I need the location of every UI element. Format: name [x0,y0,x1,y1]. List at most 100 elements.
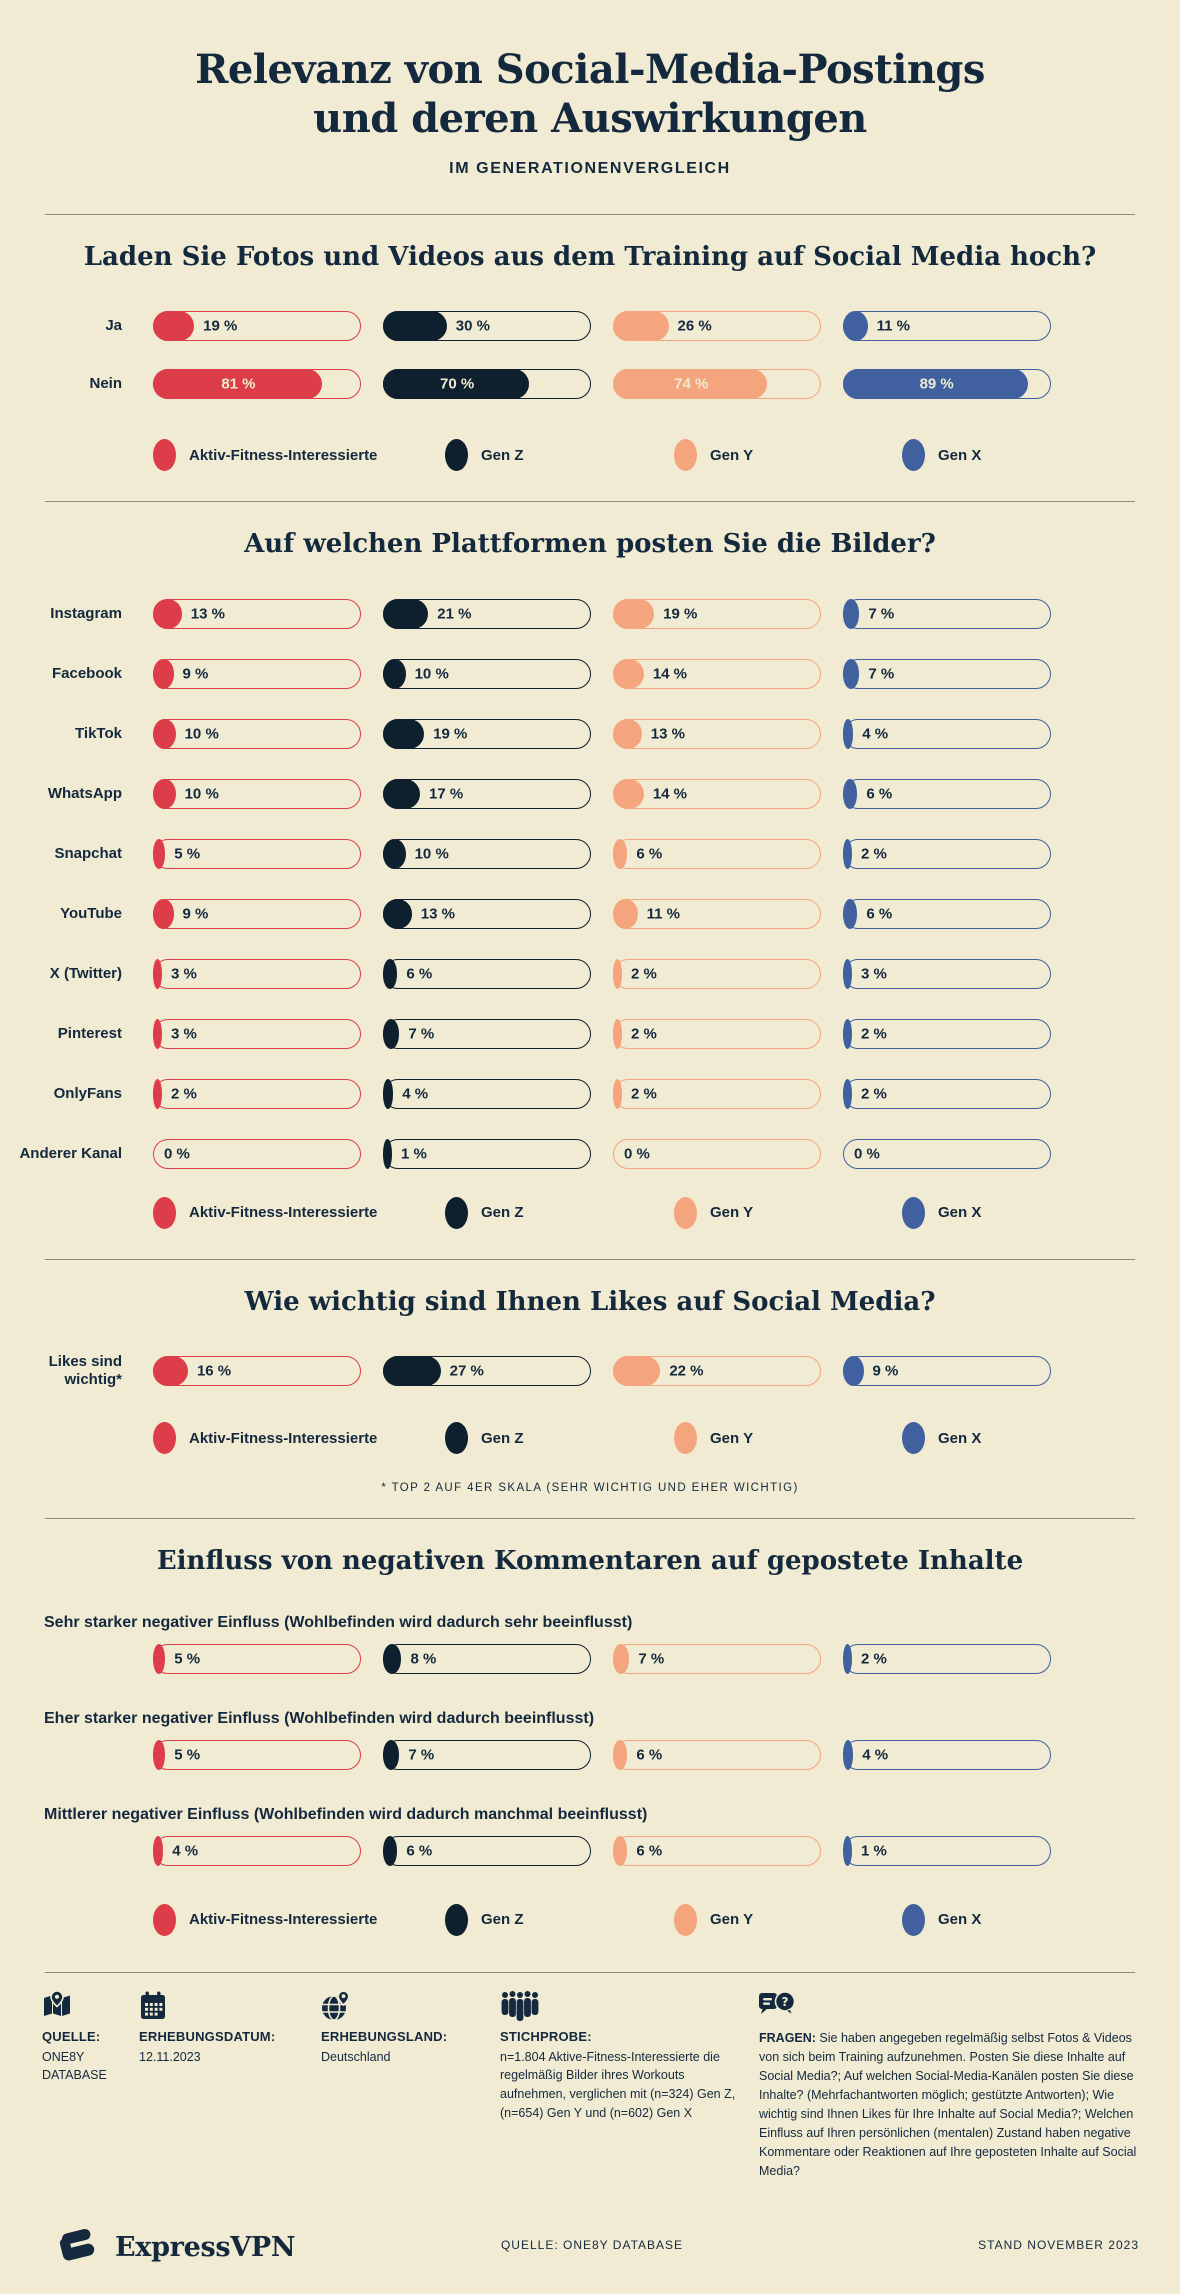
bar-fill [613,838,628,869]
bar-group: 5 % 10 % 6 % 2 % [153,838,1180,869]
bar-group: 9 % 10 % 14 % 7 % [153,658,1180,689]
bar: 11 % [613,898,821,929]
chart-section: Einfluss von negativen Kommentaren auf g… [0,1545,1180,1973]
bar: 27 % [383,1356,591,1387]
group-label: Mittlerer negativer Einfluss (Wohlbefind… [44,1805,648,1823]
bar-value: 10 % [184,725,219,743]
rows: Likes sind wichtig* 16 % 27 % 22 % 9 % [0,1353,1180,1388]
footer-label: STICHPROBE: [500,2028,592,2044]
bar: 4 % [383,1078,591,1109]
bar-fill [843,1018,852,1049]
bar-value: 6 % [866,905,893,923]
bar: 6 % [843,778,1051,809]
infographic: { "page": { "title_line1": "Relevanz von… [0,46,1180,2294]
bar-value: 14 % [652,785,688,803]
bar-fill [613,898,638,929]
bar-fill [383,658,406,689]
bar: 4 % [843,718,1051,749]
bar-fill [843,1356,864,1387]
divider [45,213,1135,215]
footer: QUELLE: ONE8Y DATABASE ERHEBUNGSDATUM: 12.1… [0,1990,1180,2181]
chart-row: Likes sind wichtig* 16 % 27 % 22 % 9 % [49,1353,1180,1388]
bar-fill [383,1018,400,1049]
legend-label: Gen Y [710,1204,754,1222]
bar: 4 % [153,1835,361,1866]
legend: Aktiv-Fitness-Interessierte Gen Z Gen Y Gen… [153,439,1180,472]
bar-value: 17 % [429,785,464,803]
legend-marker [674,439,697,472]
bar-value: 7 % [408,1746,435,1764]
chart-row: X (Twitter) 3 % 6 % 2 % 3 % [50,958,1180,989]
bar: 5 % [153,1739,361,1770]
bar-fill [383,718,425,749]
bar-value: 0 % [624,1145,650,1163]
legend-marker [445,1903,468,1936]
page-title-line2: und deren Auswirkungen [313,94,867,142]
legend-item: Gen Z [445,1196,674,1229]
legend: Aktiv-Fitness-Interessierte Gen Z Gen Y Gen… [153,1422,1180,1455]
legend-label: Aktiv-Fitness-Interessierte [189,446,378,464]
chart-row: Ja 19 % 30 % 26 % 11 % [105,311,1180,342]
bar-fill [613,1356,661,1387]
legend-label: Gen X [938,1911,982,1929]
footer-label: ERHEBUNGSLAND: [321,2028,448,2044]
section-heading: Auf welchen Plattformen posten Sie die B… [244,529,936,560]
charts-area: Laden Sie Fotos und Videos aus dem Train… [0,241,1180,1973]
bar-fill [843,1835,852,1866]
bar-value: 13 % [650,725,685,743]
bar-fill [843,311,868,342]
bar: 1 % [843,1835,1051,1866]
bar-fill [383,369,530,400]
bar-fill [383,1138,392,1169]
bar-value: 2 % [861,1085,887,1103]
bar: 10 % [383,658,591,689]
bar-value: 2 % [861,1650,887,1668]
divider [45,1518,1135,1520]
bar: 74 % [613,369,821,400]
chart-row: OnlyFans 2 % 4 % 2 % 2 % [54,1078,1180,1109]
chart-row: YouTube 9 % 13 % 11 % 6 % [60,898,1180,929]
bar: 13 % [383,898,591,929]
chart-section: Laden Sie Fotos und Videos aus dem Train… [0,241,1180,503]
footer-text: n=1.804 Aktive-Fitness-Interessierte die… [500,2049,736,2120]
bar-fill [843,598,860,629]
footer-column: ERHEBUNGSDATUM: 12.11.2023 [139,1991,319,2067]
legend-item: Gen Y [674,1903,902,1936]
bar-fill [613,1078,622,1109]
bar: 17 % [383,778,591,809]
bar-value: 2 % [171,1085,197,1103]
bar: 7 % [843,658,1051,689]
bar-fill [383,1835,398,1866]
bar: 6 % [383,958,591,989]
calendar-icon [139,1991,319,2021]
bar-group: 3 % 7 % 2 % 2 % [153,1018,1180,1049]
group-label: Sehr starker negativer Einfluss (Wohlbef… [44,1613,633,1631]
legend-label: Gen Y [710,1911,754,1929]
bar-group: 3 % 6 % 2 % 3 % [153,958,1180,989]
bar-fill [843,1739,854,1770]
bar-value: 6 % [866,785,893,803]
bar: 2 % [613,1078,821,1109]
bar: 6 % [613,1739,821,1770]
bar-value: 6 % [636,1746,663,1764]
chart-row: Pinterest 3 % 7 % 2 % 2 % [58,1018,1180,1049]
bar: 9 % [843,1356,1051,1387]
footer-column: ? FRAGEN: Sie haben angegeben regelmäßig … [759,1990,1140,2181]
bar-value: 30 % [455,317,490,335]
bar: 3 % [843,958,1051,989]
bar-fill [383,311,447,342]
bar: 6 % [613,1835,821,1866]
legend-marker [674,1196,697,1229]
bar-value: 9 % [182,665,209,683]
bar-value: 1 % [861,1842,887,1860]
bar: 7 % [383,1739,591,1770]
section-heading: Laden Sie Fotos und Videos aus dem Train… [83,241,1097,272]
bar-fill [613,1835,628,1866]
chart-row: Snapchat 5 % 10 % 6 % 2 % [54,838,1180,869]
divider [45,501,1135,503]
bar-value: 7 % [868,605,895,623]
footer-text: 12.11.2023 [139,2049,201,2064]
bar-fill [153,369,322,400]
bar-fill [843,898,858,929]
bar-group: 10 % 17 % 14 % 6 % [153,778,1180,809]
